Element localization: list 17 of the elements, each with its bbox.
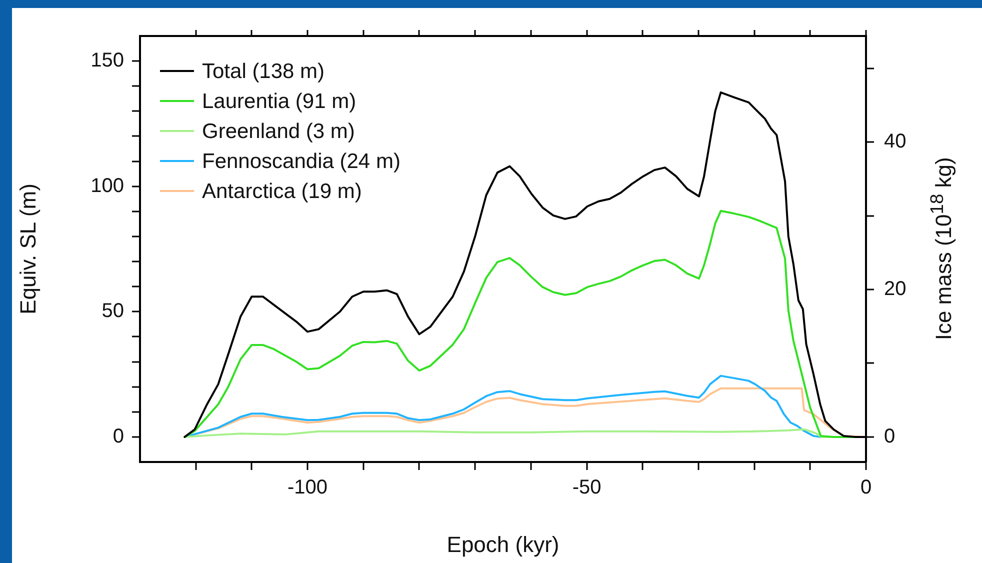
y-tick-label: 50 (102, 300, 124, 322)
y-axis-title: Equiv. SL (m) (15, 184, 40, 314)
x-tick-label: 0 (860, 476, 872, 499)
y-tick-label: 100 (90, 174, 124, 197)
x-tick-label: -100 (288, 476, 328, 499)
y-tick-label: 150 (90, 50, 124, 72)
y-tick-label: 0 (112, 425, 124, 448)
y2-tick-label: 0 (884, 425, 896, 448)
y2-tick-label: 40 (884, 130, 906, 153)
legend-label: Laurentia (91 m) (202, 90, 356, 113)
y2-tick-label: 20 (884, 278, 906, 300)
legend-label: Fennoscandia (24 m) (202, 150, 400, 173)
legend-label: Total (138 m) (202, 60, 325, 83)
x-tick-label: -50 (572, 476, 602, 499)
x-axis-title: Epoch (kyr) (446, 532, 560, 557)
legend-label: Greenland (3 m) (202, 120, 355, 143)
legend-label: Antarctica (19 m) (202, 180, 362, 203)
